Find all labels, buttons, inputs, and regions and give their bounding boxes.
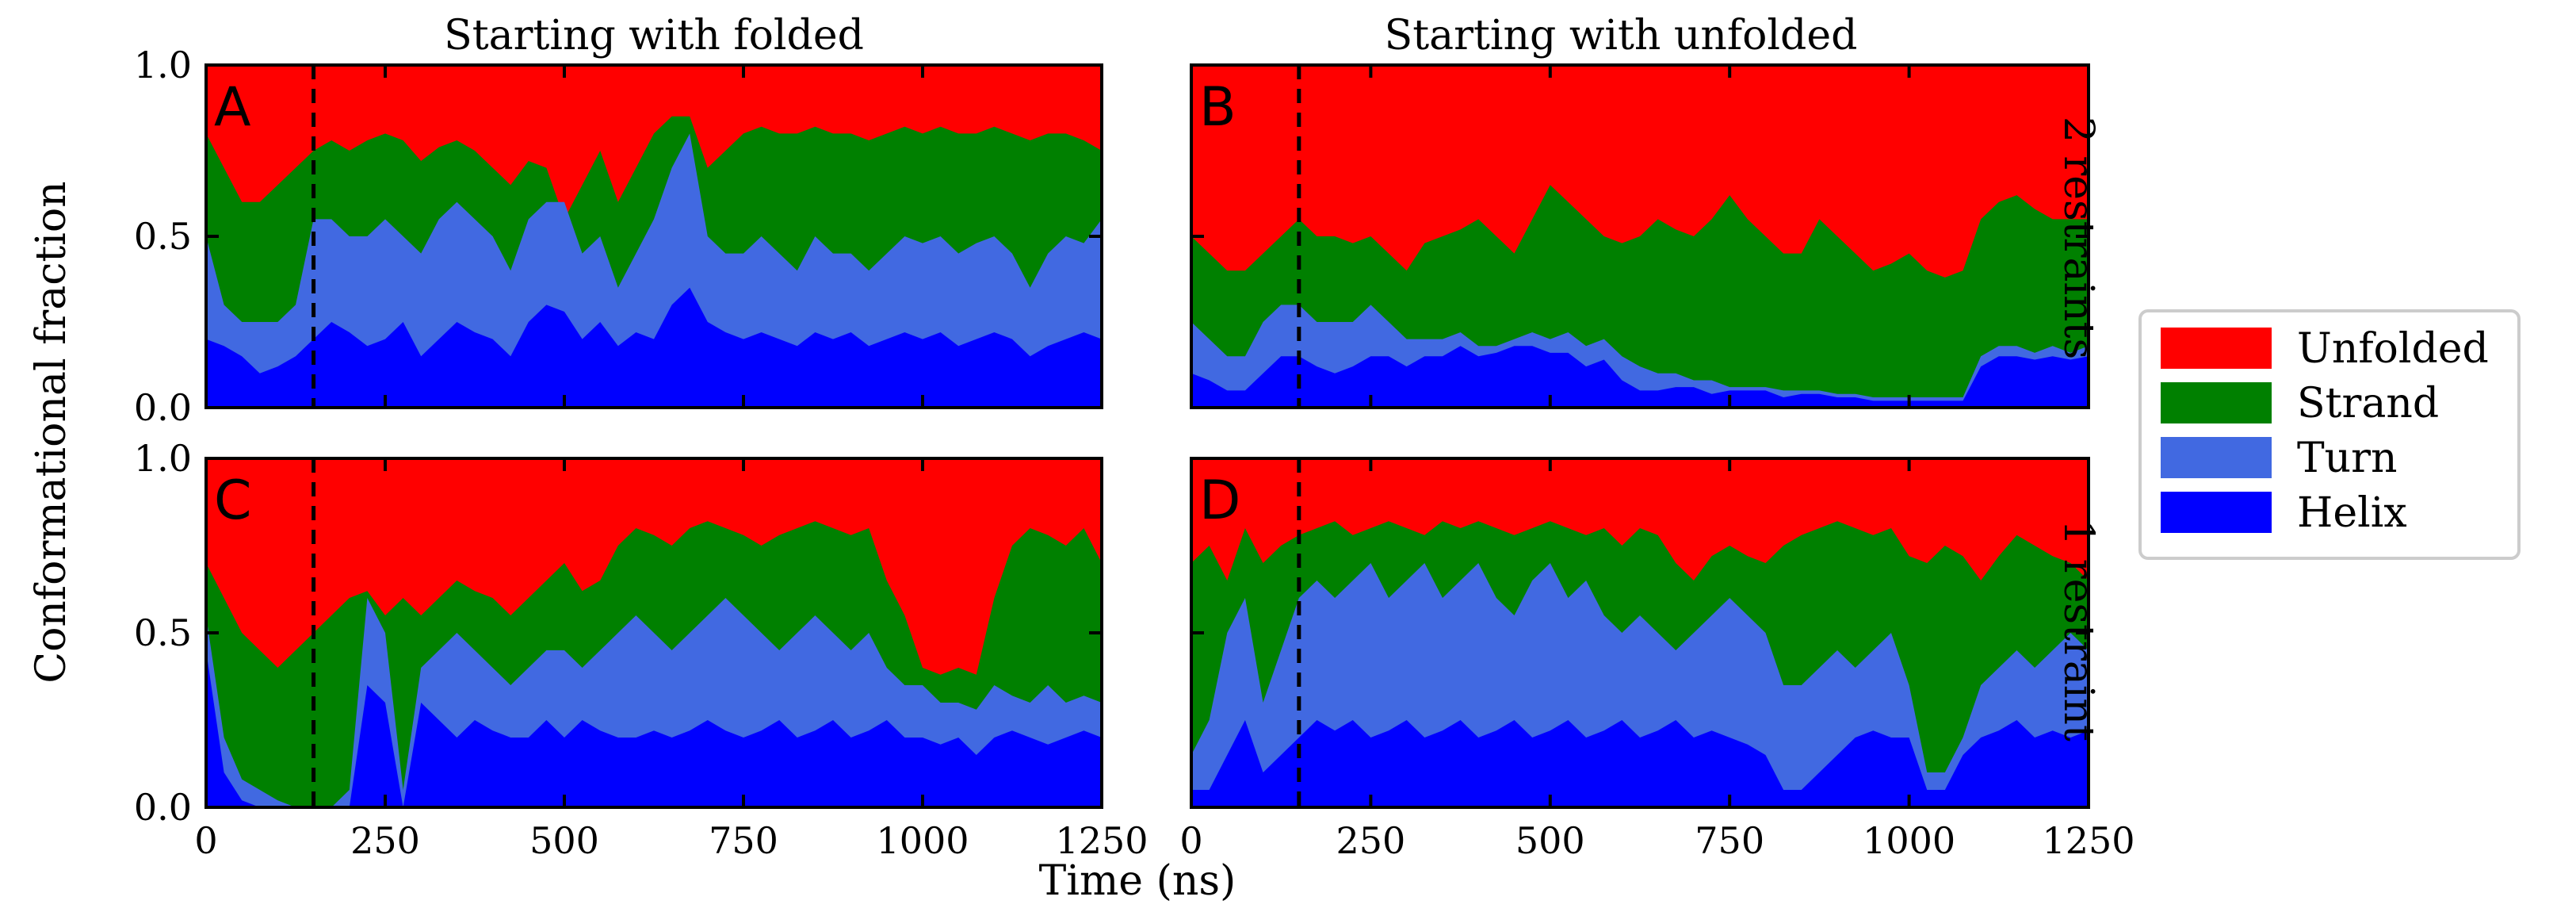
y-tick-label: 0.5 [134, 215, 192, 258]
legend-swatch-helix [2161, 492, 2272, 533]
panel-d-letter: D [1199, 469, 1240, 532]
panel-b-helix-area [1191, 346, 2089, 408]
legend-swatch-turn [2161, 437, 2272, 478]
legend-label-strand: Strand [2297, 380, 2439, 427]
x-tick-label: 0 [194, 819, 217, 862]
x-tick-label: 1000 [1863, 819, 1955, 862]
panel-d-helix-area [1191, 720, 2089, 807]
legend: Unfolded Strand Turn Helix [2138, 309, 2521, 560]
x-tick-label: 500 [1515, 819, 1585, 862]
y-tick-label: 0.0 [134, 386, 192, 429]
legend-label-helix: Helix [2297, 489, 2407, 537]
panel-a-letter: A [214, 76, 251, 139]
panel-b-letter: B [1199, 76, 1236, 139]
panel-a: 0.0 0.5 1.0 A [134, 44, 1103, 429]
panel-b: B [1190, 63, 2090, 409]
x-tick-label: 0 [1179, 819, 1202, 862]
legend-swatch-strand [2161, 382, 2272, 423]
panel-c-letter: C [214, 469, 251, 532]
panel-a-turn-area [206, 133, 1102, 408]
y-tick-label: 0.0 [134, 786, 192, 829]
panel-a-helix-area [206, 287, 1102, 408]
panel-d: 0 250 500 750 1000 1250 D [1179, 457, 2135, 862]
panel-c-helix-area [206, 650, 1102, 807]
y-axis-label: Conformational fraction [28, 181, 75, 683]
legend-label-turn: Turn [2297, 435, 2398, 482]
x-tick-label: 1250 [1055, 819, 1148, 862]
x-tick-label: 750 [709, 819, 778, 862]
legend-label-unfolded: Unfolded [2297, 325, 2489, 373]
panel-c: 0 250 500 750 1000 1250 0.0 0.5 1.0 C [134, 437, 1148, 862]
legend-swatch-unfolded [2161, 328, 2272, 369]
column-title-unfolded: Starting with unfolded [1385, 12, 1858, 59]
column-title-folded: Starting with folded [444, 12, 864, 59]
row-label-2-restraints: 2 restraints [2054, 117, 2102, 359]
y-tick-label: 0.5 [134, 611, 192, 654]
x-tick-label: 1000 [876, 819, 969, 862]
panels-group: 0.00.51.0A B0 250 500 750 1000 12500.00.51.0C0… [134, 44, 2135, 862]
y-tick-label: 1.0 [134, 437, 192, 480]
x-axis-label: Time (ns) [1039, 857, 1236, 905]
x-tick-label: 250 [1336, 819, 1405, 862]
x-tick-label: 750 [1695, 819, 1764, 862]
y-tick-label: 1.0 [134, 44, 192, 86]
x-tick-label: 500 [529, 819, 599, 862]
x-tick-label: 1250 [2042, 819, 2135, 862]
x-tick-label: 250 [350, 819, 420, 862]
row-label-1-restraint: 1 restraint [2054, 519, 2102, 741]
